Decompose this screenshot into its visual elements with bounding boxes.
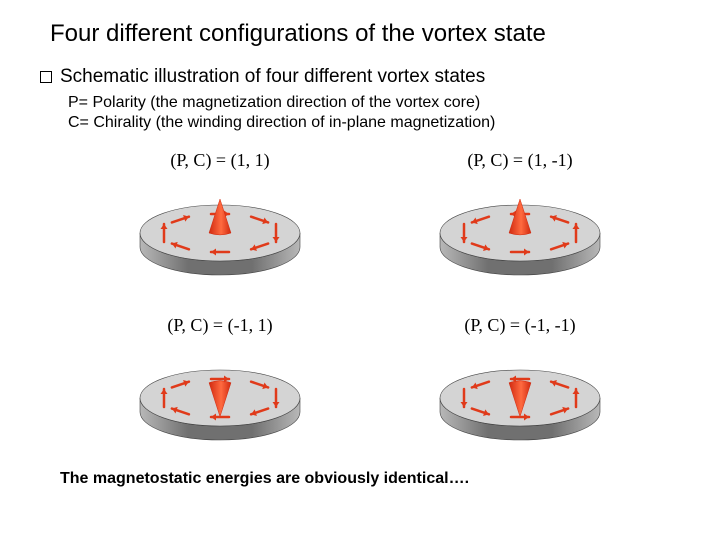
config-cell: (P, C) = (1, 1) <box>100 150 340 285</box>
page-title: Four different configurations of the vor… <box>50 20 680 48</box>
pc-label: (P, C) = (1, -1) <box>467 150 572 171</box>
pc-label: (P, C) = (1, 1) <box>170 150 269 171</box>
def-polarity: P= Polarity (the magnetization direction… <box>68 94 680 112</box>
pc-label: (P, C) = (-1, 1) <box>167 315 272 336</box>
config-cell: (P, C) = (-1, -1) <box>400 315 640 450</box>
config-grid: (P, C) = (1, 1) (P, C) = (1, -1) (P, C) … <box>100 150 640 450</box>
footer-text: The magnetostatic energies are obviously… <box>60 470 680 488</box>
vortex-diagram <box>120 340 320 450</box>
def-chirality: C= Chirality (the winding direction of i… <box>68 114 680 132</box>
subtitle: Schematic illustration of four different… <box>60 66 485 88</box>
vortex-diagram <box>420 340 620 450</box>
vortex-diagram <box>120 175 320 285</box>
config-cell: (P, C) = (1, -1) <box>400 150 640 285</box>
subtitle-row: Schematic illustration of four different… <box>40 66 680 88</box>
config-cell: (P, C) = (-1, 1) <box>100 315 340 450</box>
bullet-icon <box>40 71 52 83</box>
pc-label: (P, C) = (-1, -1) <box>464 315 575 336</box>
vortex-diagram <box>420 175 620 285</box>
